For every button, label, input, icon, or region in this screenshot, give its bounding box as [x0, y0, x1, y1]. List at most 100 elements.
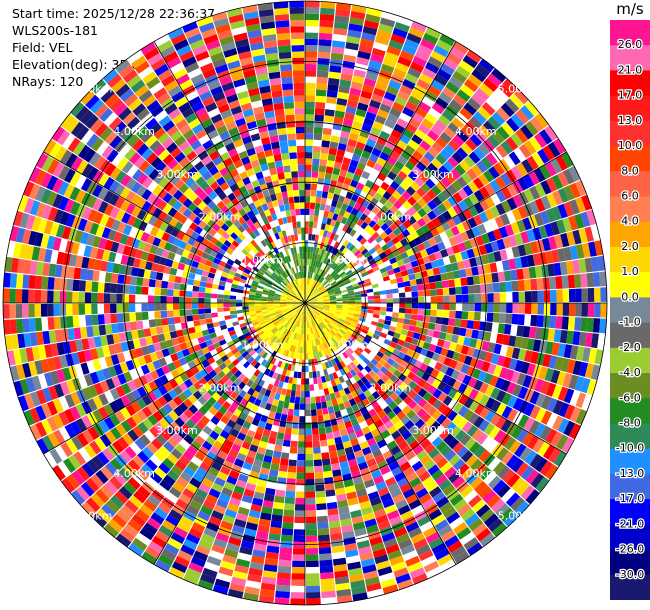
velocity-gate	[365, 72, 378, 82]
velocity-gate	[305, 63, 317, 71]
velocity-gate	[347, 312, 355, 316]
velocity-gate	[199, 281, 207, 288]
velocity-gate	[531, 152, 545, 167]
velocity-gate	[572, 331, 581, 346]
velocity-gate	[322, 243, 328, 251]
velocity-gate	[333, 350, 340, 358]
velocity-gate	[319, 14, 335, 22]
velocity-gate	[306, 566, 320, 574]
velocity-gate	[469, 357, 479, 368]
velocity-gate	[581, 303, 589, 317]
velocity-gate	[355, 242, 363, 250]
velocity-gate	[306, 579, 320, 587]
velocity-gate	[427, 129, 439, 142]
velocity-gate	[223, 294, 230, 299]
velocity-gate	[495, 203, 506, 216]
velocity-gate	[9, 319, 18, 334]
velocity-gate	[316, 282, 321, 289]
velocity-gate	[204, 292, 212, 299]
velocity-gate	[355, 305, 362, 309]
velocity-gate	[408, 254, 417, 262]
velocity-gate	[394, 471, 406, 483]
velocity-gate	[523, 388, 535, 402]
velocity-gate	[469, 257, 478, 268]
velocity-gate	[340, 314, 347, 319]
velocity-gate	[397, 90, 410, 101]
velocity-gate	[370, 262, 378, 269]
velocity-gate	[298, 365, 302, 373]
velocity-gate	[360, 384, 368, 393]
velocity-gate	[53, 277, 61, 291]
velocity-gate	[394, 21, 410, 33]
velocity-gate	[446, 52, 462, 65]
velocity-gate	[330, 320, 337, 326]
velocity-gate	[389, 223, 398, 232]
velocity-gate	[66, 278, 74, 291]
velocity-gate	[375, 35, 390, 46]
velocity-gate	[463, 337, 472, 347]
velocity-gate	[461, 311, 469, 320]
velocity-gate	[371, 93, 384, 103]
velocity-gate	[365, 334, 373, 341]
velocity-gate	[499, 313, 507, 324]
velocity-gate	[333, 314, 341, 319]
velocity-gate	[317, 303, 324, 305]
velocity-gate	[422, 391, 433, 402]
velocity-gate	[308, 278, 311, 285]
velocity-gate	[321, 236, 327, 244]
velocity-gate	[305, 265, 307, 272]
velocity-gate	[321, 191, 329, 199]
velocity-gate	[320, 343, 326, 350]
velocity-gate	[345, 106, 357, 115]
velocity-gate	[339, 237, 346, 245]
velocity-gate	[455, 429, 467, 442]
velocity-gate	[462, 294, 469, 303]
velocity-gate	[317, 306, 324, 309]
velocity-gate	[305, 510, 317, 517]
velocity-gate	[586, 209, 597, 226]
velocity-gate	[341, 291, 348, 295]
velocity-gate	[279, 464, 288, 472]
velocity-gate	[297, 371, 302, 379]
velocity-gate	[421, 95, 435, 108]
velocity-gate	[324, 334, 329, 342]
velocity-gate	[575, 409, 587, 425]
velocity-gate	[422, 32, 439, 45]
velocity-gate	[362, 26, 378, 36]
velocity-gate	[254, 303, 261, 306]
velocity-gate	[376, 387, 385, 396]
velocity-gate	[404, 144, 416, 155]
velocity-gate	[537, 148, 550, 164]
velocity-gate	[355, 429, 364, 438]
velocity-gate	[315, 490, 326, 498]
velocity-gate	[514, 233, 524, 246]
velocity-gate	[428, 107, 442, 120]
velocity-gate	[449, 99, 463, 112]
velocity-gate	[423, 459, 436, 471]
velocity-gate	[311, 301, 318, 303]
velocity-gate	[372, 287, 380, 292]
velocity-gate	[390, 488, 403, 499]
velocity-gate	[515, 462, 529, 477]
velocity-gate	[411, 245, 420, 254]
velocity-gate	[342, 351, 349, 359]
velocity-gate	[309, 378, 314, 385]
velocity-gate	[317, 284, 323, 290]
velocity-gate	[548, 355, 558, 369]
velocity-gate	[424, 113, 438, 125]
velocity-gate	[316, 261, 321, 268]
velocity-gate	[546, 193, 558, 208]
velocity-gate	[97, 282, 105, 293]
velocity-gate	[463, 196, 474, 208]
velocity-gate	[298, 359, 302, 366]
velocity-gate	[356, 379, 365, 388]
velocity-gate	[334, 187, 342, 196]
velocity-gate	[324, 224, 330, 232]
velocity-gate	[310, 196, 316, 203]
velocity-gate	[330, 254, 336, 261]
velocity-gate	[217, 307, 224, 313]
velocity-gate	[282, 522, 294, 530]
velocity-gate	[405, 297, 412, 303]
velocity-gate	[236, 309, 243, 314]
velocity-gate	[406, 330, 415, 338]
